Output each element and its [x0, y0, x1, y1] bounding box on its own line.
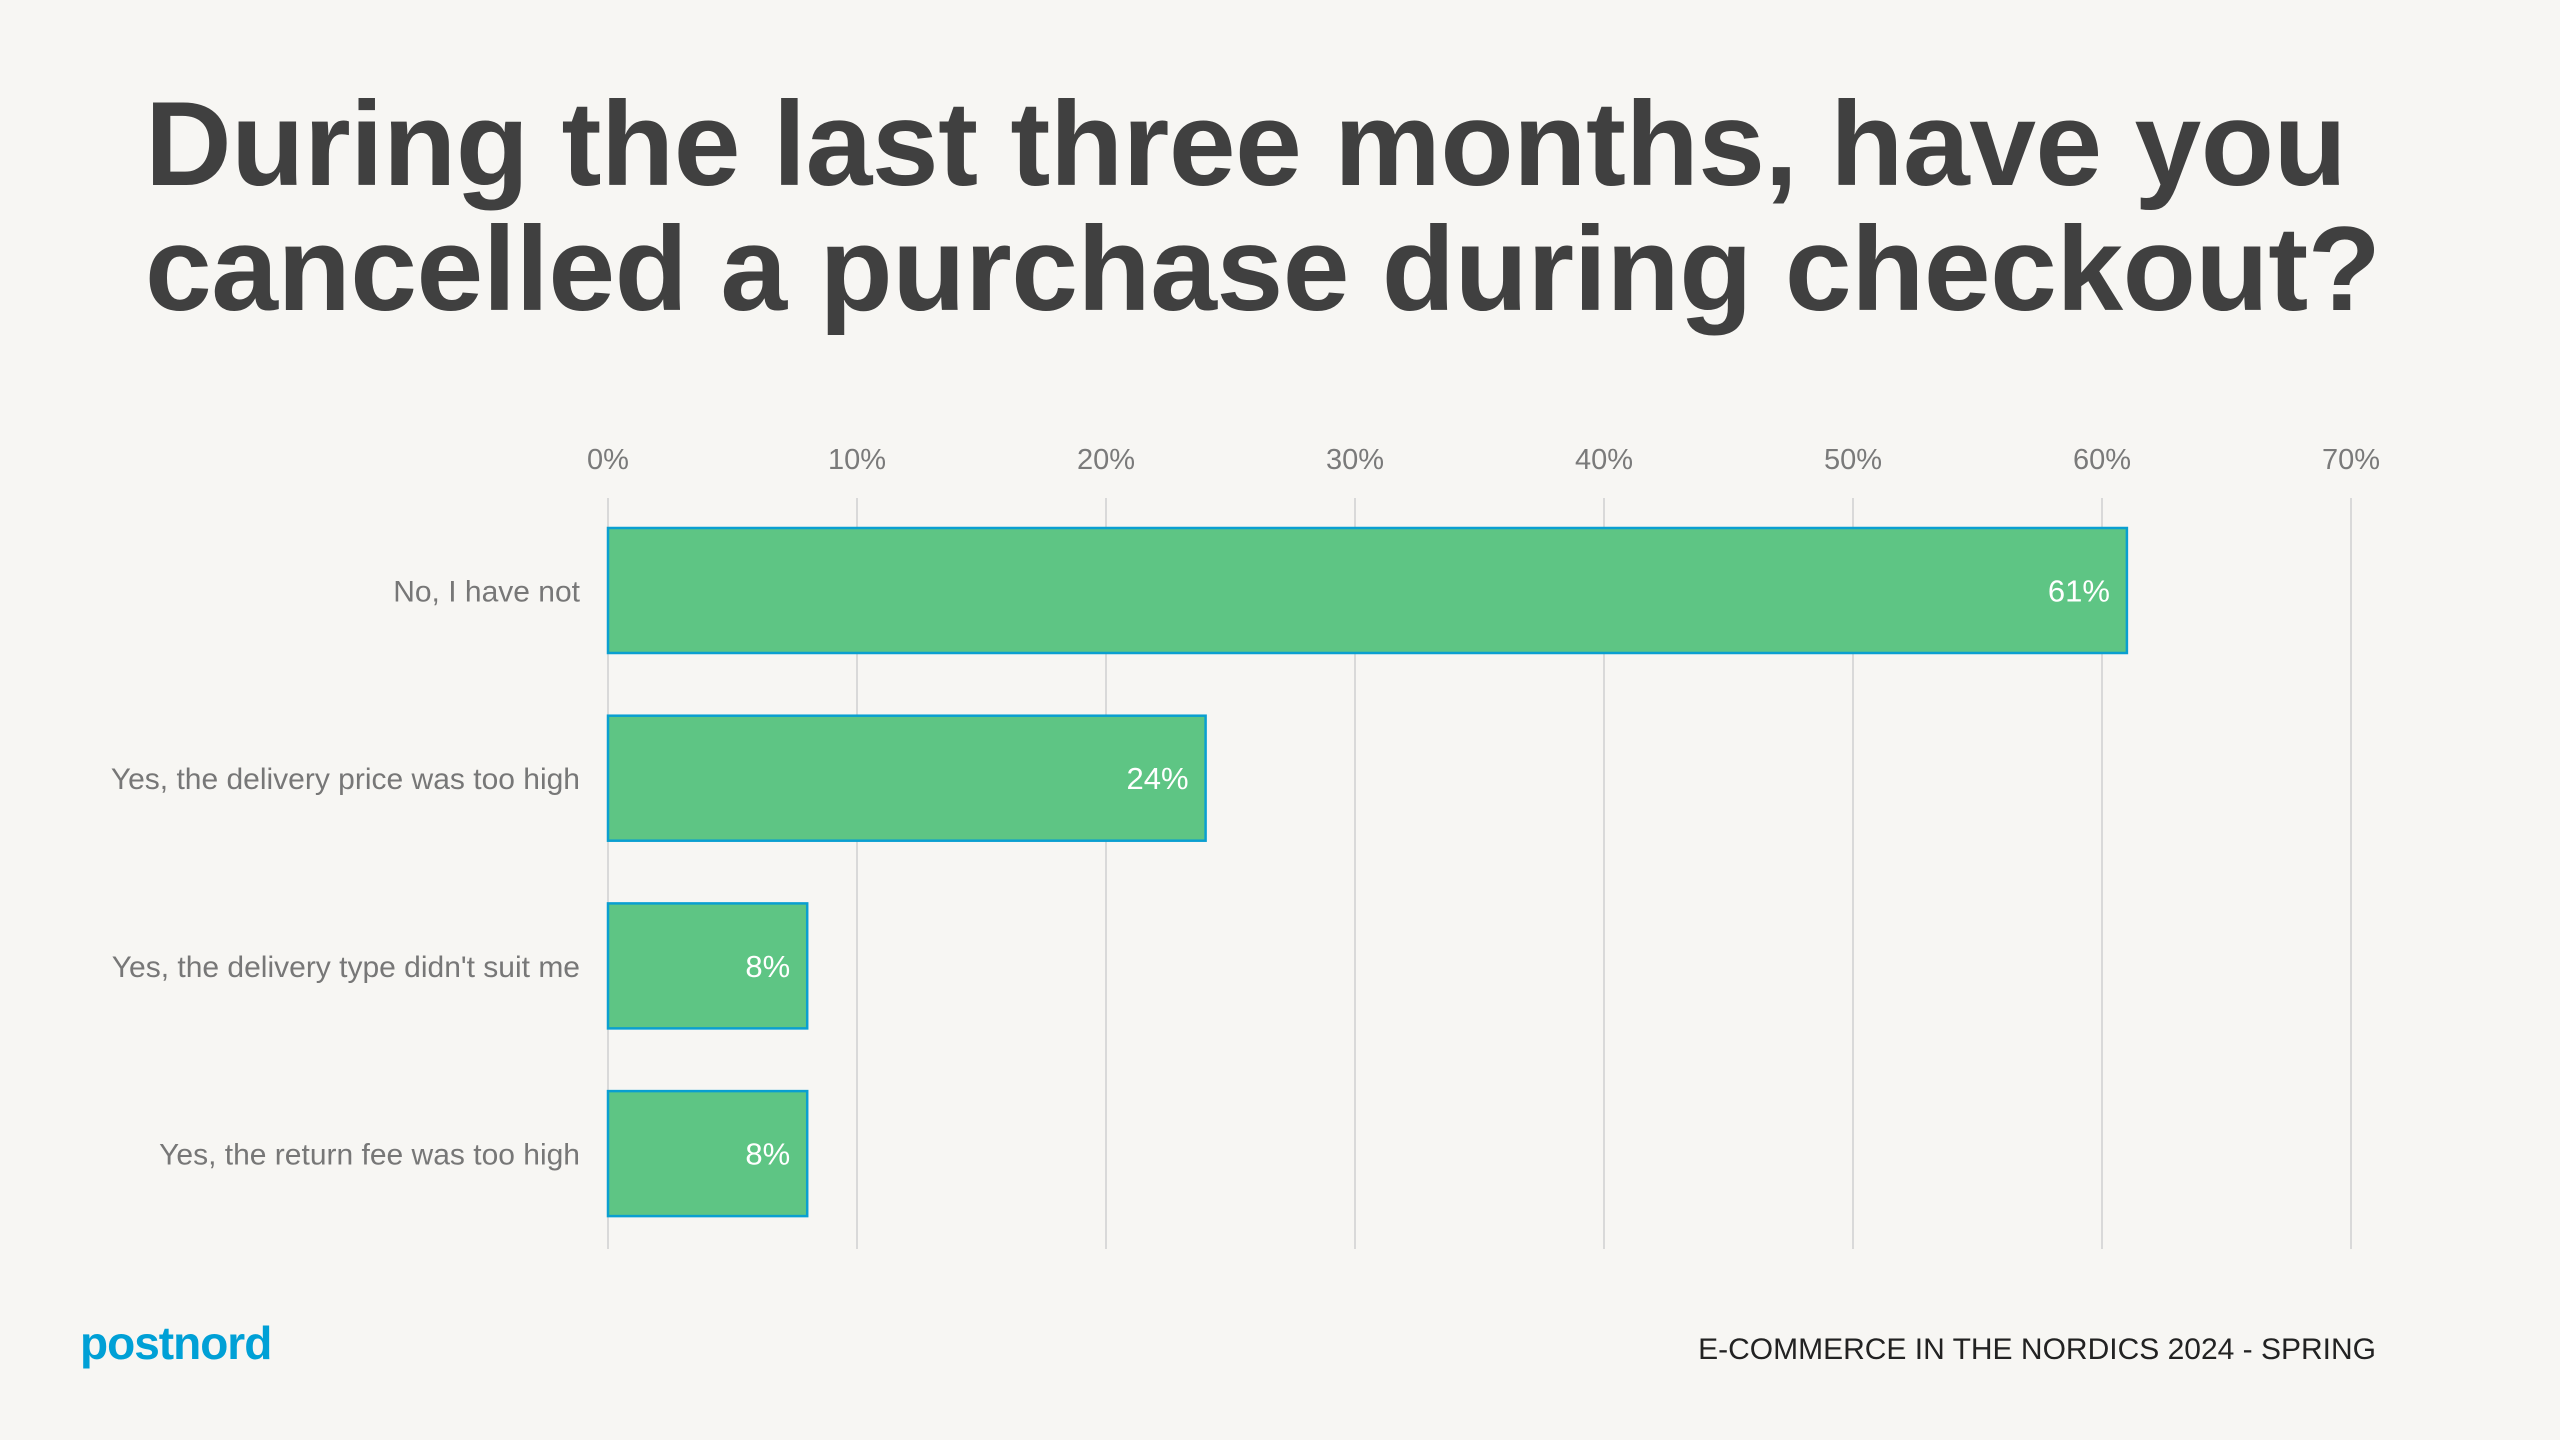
x-tick-label: 30% — [1326, 444, 1384, 476]
title-line-2: cancelled a purchase during checkout? — [145, 202, 2381, 336]
category-label: Yes, the delivery type didn't suit me — [112, 951, 580, 984]
data-label: 8% — [745, 949, 790, 984]
x-tick-label: 10% — [828, 444, 886, 476]
x-tick-label: 40% — [1575, 444, 1633, 476]
category-label: Yes, the return fee was too high — [159, 1139, 580, 1172]
bar — [606, 902, 809, 1030]
postnord-logo: postnord — [80, 1317, 272, 1369]
page-title: During the last three months, have you c… — [145, 77, 2381, 336]
title-line-1: During the last three months, have you — [145, 77, 2347, 211]
category-label: Yes, the delivery price was too high — [111, 763, 580, 796]
bar-chart: 0% 10% 20% 30% 40% 50% 60% 70% No, I have not 61%… — [111, 444, 2380, 1249]
x-tick-label: 60% — [2073, 444, 2131, 476]
bar — [606, 714, 1207, 842]
bar — [606, 526, 2129, 655]
x-tick-label: 0% — [587, 444, 629, 476]
bar — [606, 1089, 809, 1218]
data-label: 24% — [1127, 761, 1189, 796]
category-label: No, I have not — [393, 576, 580, 609]
data-label: 61% — [2048, 574, 2110, 609]
data-label: 8% — [745, 1137, 790, 1172]
x-tick-label: 50% — [1824, 444, 1882, 476]
footer-text: E-COMMERCE IN THE NORDICS 2024 - SPRING — [1698, 1333, 2376, 1366]
x-tick-label: 20% — [1077, 444, 1135, 476]
x-tick-label: 70% — [2322, 444, 2380, 476]
